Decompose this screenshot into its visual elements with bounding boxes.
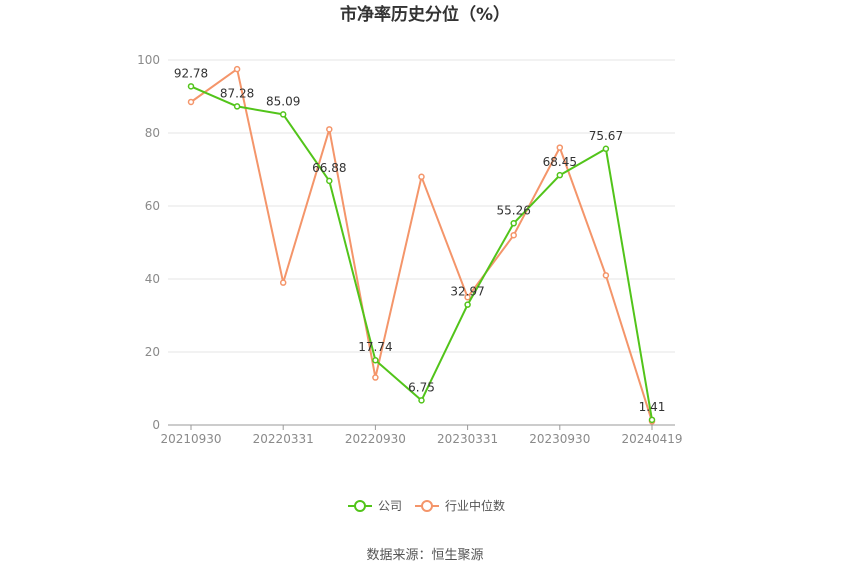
x-tick-label: 20210930	[160, 432, 221, 446]
legend-label: 行业中位数	[445, 498, 505, 513]
data-point	[510, 231, 517, 239]
data-label: 75.67	[589, 129, 623, 143]
data-label: 17.74	[358, 340, 392, 354]
legend: 公司 行业中位数	[348, 498, 505, 513]
data-point	[372, 356, 379, 364]
legend-marker	[354, 500, 366, 512]
data-point	[233, 65, 241, 73]
series-line-industry-median	[190, 68, 653, 422]
data-point	[187, 83, 195, 90]
legend-marker	[421, 500, 433, 512]
data-point	[464, 294, 471, 301]
data-point	[556, 144, 564, 151]
y-tick-label: 20	[145, 345, 160, 359]
data-point	[556, 171, 564, 179]
data-label: 87.28	[220, 86, 254, 100]
data-label: 66.88	[312, 161, 346, 175]
legend-label: 公司	[378, 499, 402, 513]
data-label: 32.97	[450, 285, 484, 299]
data-point	[326, 126, 333, 133]
y-tick-label: 80	[145, 126, 160, 140]
data-point	[602, 272, 610, 279]
y-tick-label: 60	[145, 199, 160, 213]
data-point	[648, 416, 656, 424]
data-label: 85.09	[266, 94, 300, 108]
x-tick-label: 20230331	[437, 432, 498, 446]
data-label: 55.26	[497, 203, 531, 217]
data-point	[279, 111, 287, 118]
data-point	[510, 220, 517, 227]
data-label: 92.78	[174, 66, 208, 80]
data-label: 1.41	[639, 400, 666, 414]
data-point	[187, 98, 195, 106]
data-point	[418, 397, 425, 404]
grid	[168, 59, 675, 353]
y-tick-label: 0	[152, 418, 160, 432]
y-tick-label: 100	[137, 53, 160, 67]
data-point	[372, 374, 379, 381]
series-layer	[187, 65, 656, 425]
data-point	[602, 145, 610, 153]
x-tick-label: 20220331	[253, 432, 314, 446]
data-labels: 92.78 87.28 85.09 66.88 17.74 6.75 32.97 55.26 6…	[174, 66, 666, 414]
data-point	[233, 103, 241, 110]
x-tick-label: 20220930	[345, 432, 406, 446]
x-tick-label: 20230930	[529, 432, 590, 446]
data-label: 6.75	[408, 380, 435, 394]
data-point	[279, 279, 287, 286]
source-note: 数据来源：恒生聚源	[366, 548, 483, 563]
data-point	[418, 173, 425, 181]
data-point	[464, 301, 471, 308]
data-label: 68.45	[543, 155, 577, 169]
x-axis: 20210930 20220331 20220930 20230331 20230930…	[160, 424, 683, 446]
y-axis: 0 20 40 60 80 100	[137, 53, 160, 432]
data-point	[326, 177, 333, 185]
chart-title: 市净率历史分位（%）	[340, 4, 510, 25]
series-line-company	[190, 85, 653, 421]
x-tick-label: 20240419	[621, 432, 682, 446]
y-tick-label: 40	[145, 272, 160, 286]
legend-item-industry-median[interactable]: 行业中位数	[415, 498, 505, 513]
legend-item-company[interactable]: 公司	[348, 499, 402, 513]
